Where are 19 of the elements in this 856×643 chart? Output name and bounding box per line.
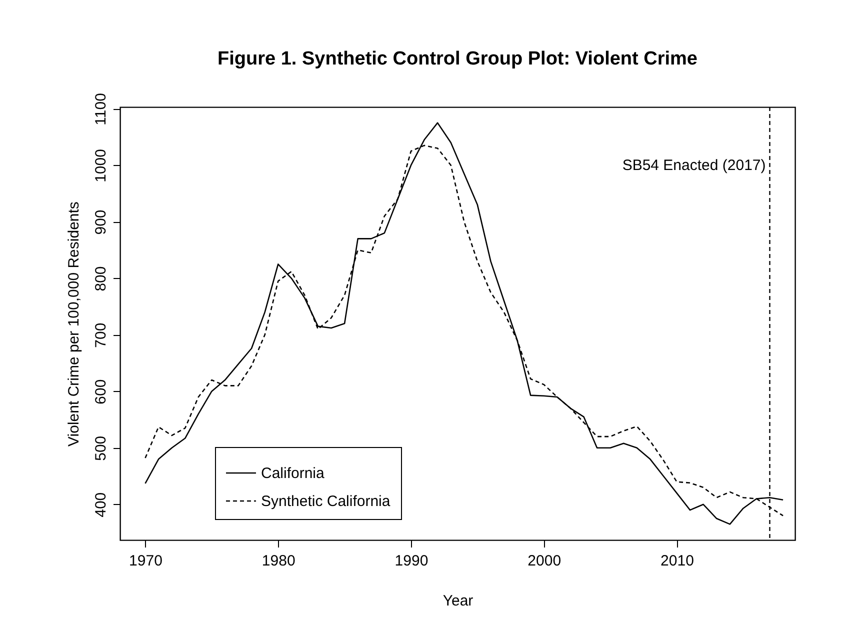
legend-label: California	[261, 465, 326, 482]
x-tick-label: 1980	[262, 552, 296, 570]
y-tick-label: 700	[92, 322, 110, 348]
y-tick-label: 400	[92, 492, 110, 518]
y-tick-label: 1100	[92, 93, 110, 126]
x-tick-label: 2010	[660, 552, 694, 570]
y-tick-label: 900	[92, 210, 110, 235]
chart-title: Figure 1. Synthetic Control Group Plot: Violent Crime	[218, 48, 698, 70]
x-axis-title: Year	[442, 592, 474, 610]
x-tick-label: 1970	[129, 552, 162, 570]
y-axis-title: Violent Crime per 100,000 Residents	[66, 202, 82, 446]
legend-label: Synthetic California	[261, 493, 391, 510]
x-tick-label: 1990	[394, 552, 428, 570]
ref-line-label: SB54 Enacted (2017)	[622, 157, 766, 174]
y-tick-label: 600	[92, 379, 110, 404]
y-tick-label: 1000	[92, 149, 110, 182]
x-tick-label: 2000	[528, 552, 562, 570]
y-tick-label: 800	[92, 266, 110, 292]
y-tick-label: 500	[92, 436, 110, 461]
